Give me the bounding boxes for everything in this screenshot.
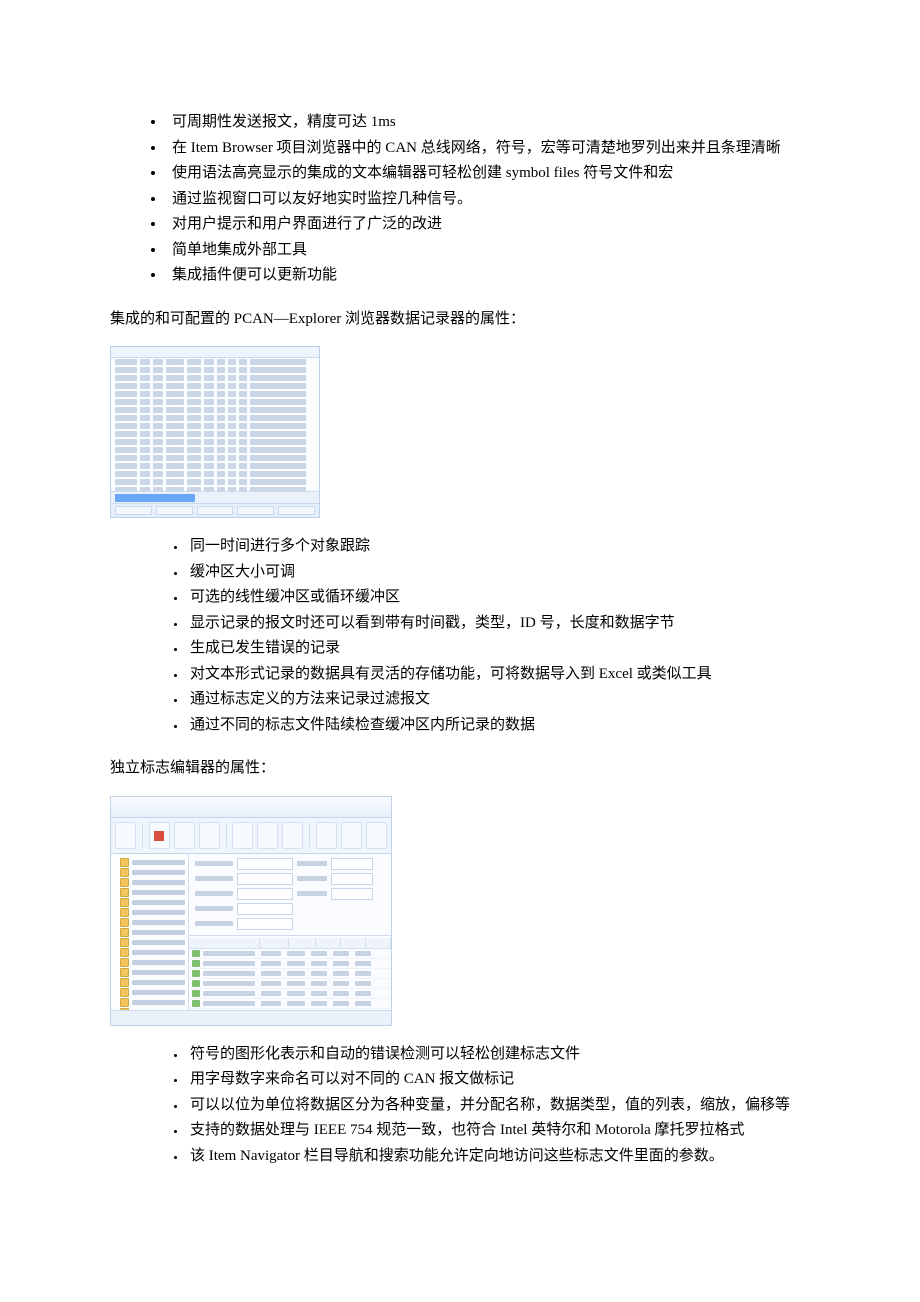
- figure-status-bar: [111, 503, 319, 517]
- figure-tree-panel: [111, 854, 189, 1012]
- figure-table-area: [189, 935, 391, 1012]
- list-item: 使用语法高亮显示的集成的文本编辑器可轻松创建 symbol files 符号文件…: [166, 161, 810, 187]
- list-item: 通过监视窗口可以友好地实时监控几种信号。: [166, 187, 810, 213]
- feature-list-3: 符号的图形化表示和自动的错误检测可以轻松创建标志文件 用字母数字来命名可以对不同…: [110, 1042, 810, 1170]
- figure-form-area: [189, 854, 391, 935]
- figure-selection-bar: [111, 491, 319, 503]
- list-item: 用字母数字来命名可以对不同的 CAN 报文做标记: [186, 1067, 810, 1093]
- figure-trace-window: [110, 346, 320, 518]
- feature-list-1: 可周期性发送报文，精度可达 1ms 在 Item Browser 项目浏览器中的…: [110, 110, 810, 289]
- list-item: 缓冲区大小可调: [186, 560, 810, 586]
- list-item: 显示记录的报文时还可以看到带有时间戳，类型，ID 号，长度和数据字节: [186, 611, 810, 637]
- list-item: 该 Item Navigator 栏目导航和搜索功能允许定向地访问这些标志文件里…: [186, 1144, 810, 1170]
- figure-status-bar: [111, 1010, 391, 1025]
- list-item: 生成已发生错误的记录: [186, 636, 810, 662]
- feature-list-2: 同一时间进行多个对象跟踪 缓冲区大小可调 可选的线性缓冲区或循环缓冲区 显示记录…: [110, 534, 810, 738]
- paragraph-symbol-editor: 独立标志编辑器的属性：: [110, 756, 810, 782]
- list-item: 通过标志定义的方法来记录过滤报文: [186, 687, 810, 713]
- figure-table-header: [189, 938, 391, 949]
- list-item: 同一时间进行多个对象跟踪: [186, 534, 810, 560]
- list-item: 在 Item Browser 项目浏览器中的 CAN 总线网络，符号，宏等可清楚…: [166, 136, 810, 162]
- figure-body: [111, 854, 391, 1012]
- list-item: 对用户提示和用户界面进行了广泛的改进: [166, 212, 810, 238]
- list-item: 可以以位为单位将数据区分为各种变量，并分配名称，数据类型，值的列表，缩放，偏移等: [186, 1093, 810, 1119]
- list-item: 支持的数据处理与 IEEE 754 规范一致，也符合 Intel 英特尔和 Mo…: [186, 1118, 810, 1144]
- list-item: 简单地集成外部工具: [166, 238, 810, 264]
- document-page: 可周期性发送报文，精度可达 1ms 在 Item Browser 项目浏览器中的…: [0, 0, 920, 1302]
- figure-main-panel: [189, 854, 391, 1012]
- figure-ribbon: [111, 818, 391, 854]
- list-item: 符号的图形化表示和自动的错误检测可以轻松创建标志文件: [186, 1042, 810, 1068]
- list-item: 通过不同的标志文件陆续检查缓冲区内所记录的数据: [186, 713, 810, 739]
- figure-symbol-editor: [110, 796, 392, 1026]
- figure-titlebar: [111, 797, 391, 818]
- list-item: 对文本形式记录的数据具有灵活的存储功能，可将数据导入到 Excel 或类似工具: [186, 662, 810, 688]
- list-item: 可周期性发送报文，精度可达 1ms: [166, 110, 810, 136]
- list-item: 集成插件便可以更新功能: [166, 263, 810, 289]
- list-item: 可选的线性缓冲区或循环缓冲区: [186, 585, 810, 611]
- figure-table-body: [189, 949, 391, 1012]
- paragraph-logger-properties: 集成的和可配置的 PCAN—Explorer 浏览器数据记录器的属性：: [110, 307, 810, 333]
- figure-titlebar: [111, 347, 319, 358]
